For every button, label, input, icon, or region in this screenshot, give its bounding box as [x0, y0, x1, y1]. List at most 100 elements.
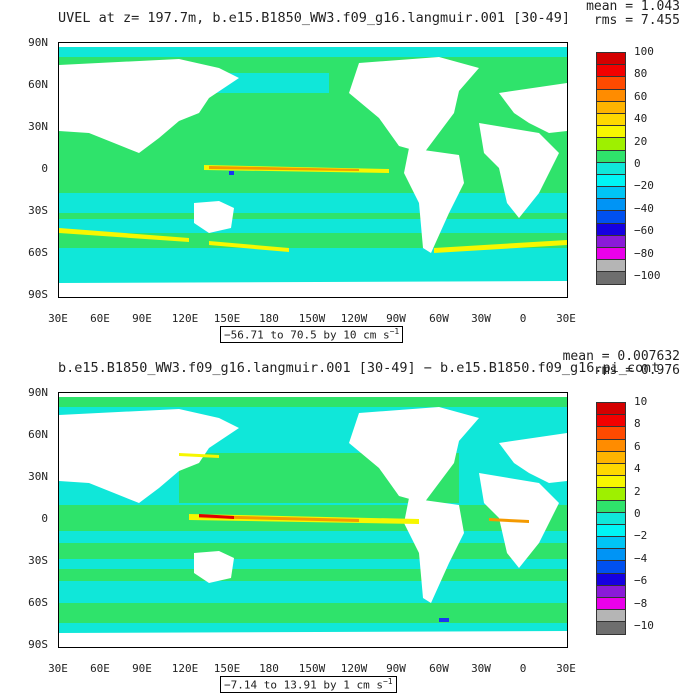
colorbar-label: 40 [634, 112, 648, 125]
colorbar-label: 60 [634, 90, 648, 103]
colorbar-label: −40 [634, 202, 654, 215]
colorbar-swatch [596, 76, 626, 89]
contour-range-label: −7.14 to 13.91 by 1 cm s−1 [220, 676, 397, 693]
y-tick-label: 90S [28, 288, 48, 301]
colorbar-label: −2 [634, 529, 648, 542]
y-tick-label: 60S [28, 596, 48, 609]
x-tick-label: 180 [259, 312, 279, 325]
colorbar-swatch [596, 438, 626, 451]
x-tick-label: 120W [340, 312, 368, 325]
map-plot [58, 392, 568, 648]
colorbar-swatch [596, 536, 626, 549]
colorbar-label: −80 [634, 247, 654, 260]
y-tick-label: 30S [28, 554, 48, 567]
colorbar-swatch [596, 259, 626, 272]
colorbar-label: −8 [634, 597, 648, 610]
colorbar-swatch [596, 186, 626, 199]
colorbar-swatch [596, 100, 626, 113]
colorbar-swatch [596, 621, 626, 635]
colorbar-swatch [596, 597, 626, 610]
colorbar-label: −6 [634, 574, 648, 587]
y-tick-label: 90N [28, 36, 48, 49]
y-tick-label: 30N [28, 470, 48, 483]
x-tick-label: 30E [48, 662, 68, 675]
y-tick-label: 0 [41, 162, 48, 175]
colorbar-label: 100 [634, 45, 654, 58]
stats-readout: mean = 1.043 rms = 7.455 [586, 0, 680, 28]
x-tick-label: 30W [471, 662, 491, 675]
colorbar-label: −100 [634, 269, 661, 282]
plot-title: b.e15.B1850_WW3.f09_g16.langmuir.001 [30… [58, 360, 660, 376]
y-tick-label: 60N [28, 78, 48, 91]
x-tick-label: 30E [556, 312, 576, 325]
colorbar-swatch [596, 198, 626, 211]
x-tick-label: 60E [90, 312, 110, 325]
colorbar-swatch [596, 450, 626, 463]
colorbar-swatch [596, 137, 626, 150]
colorbar-swatch [596, 572, 626, 585]
x-tick-label: 0 [519, 662, 527, 675]
colorbar-swatch [596, 64, 626, 77]
colorbar-swatch [596, 234, 626, 247]
y-tick-label: 60S [28, 246, 48, 259]
colorbar-swatch [596, 523, 626, 537]
x-tick-label: 30E [556, 662, 576, 675]
colorbar-swatch [596, 402, 626, 415]
colorbar-swatch [596, 560, 626, 573]
x-tick-label: 60E [90, 662, 110, 675]
colorbar-swatch [596, 414, 626, 427]
x-tick-label: 120E [171, 662, 199, 675]
bottom-map-panel: b.e15.B1850_WW3.f09_g16.langmuir.001 [30… [0, 350, 700, 700]
contour-range-label: −56.71 to 70.5 by 10 cm s−1 [220, 326, 404, 343]
colorbar-label: 8 [634, 417, 641, 430]
colorbar-swatch [596, 609, 626, 622]
colorbar-swatch [596, 584, 626, 597]
colorbar-swatch [596, 161, 626, 174]
colorbar-swatch [596, 222, 626, 235]
x-tick-label: 150E [213, 312, 241, 325]
colorbar-label: 0 [634, 157, 641, 170]
colorbar-swatch [596, 548, 626, 561]
x-tick-label: 180 [259, 662, 279, 675]
colorbar-swatch [596, 52, 626, 65]
colorbar-label: 4 [634, 462, 641, 475]
colorbar-swatch [596, 511, 626, 524]
colorbar-label: 2 [634, 485, 641, 498]
x-tick-label: 150W [298, 662, 326, 675]
mean-value: mean = 0.007632 [562, 349, 680, 364]
x-tick-label: 60W [429, 662, 449, 675]
y-tick-label: 90N [28, 386, 48, 399]
x-tick-label: 60W [429, 312, 449, 325]
x-tick-label: 90W [386, 312, 406, 325]
colorbar-swatch [596, 247, 626, 260]
x-tick-label: 90E [132, 312, 152, 325]
mean-value: mean = 1.043 [586, 0, 680, 14]
colorbar-label: −4 [634, 552, 648, 565]
colorbar-swatch [596, 499, 626, 512]
y-tick-label: 30S [28, 204, 48, 217]
ocean-field-map [59, 43, 567, 297]
x-tick-label: 120W [340, 662, 368, 675]
rms-value: rms = 7.455 [593, 13, 680, 28]
x-tick-label: 90E [132, 662, 152, 675]
x-tick-label: 120E [171, 312, 199, 325]
colorbar-swatch [596, 125, 626, 138]
colorbar-swatch [596, 149, 626, 162]
colorbar-swatch [596, 210, 626, 223]
x-tick-label: 30W [471, 312, 491, 325]
colorbar-swatch [596, 173, 626, 187]
colorbar-label: 10 [634, 395, 648, 408]
colorbar [596, 402, 626, 635]
colorbar-label: −20 [634, 179, 654, 192]
x-tick-label: 150E [213, 662, 241, 675]
colorbar-label: 0 [634, 507, 641, 520]
top-map-panel: UVEL at z= 197.7m, b.e15.B1850_WW3.f09_g… [28, 0, 680, 343]
ocean-difference-map [59, 393, 567, 647]
colorbar-swatch [596, 271, 626, 285]
plot-title: UVEL at z= 197.7m, b.e15.B1850_WW3.f09_g… [58, 10, 571, 26]
colorbar-label: −60 [634, 224, 654, 237]
y-tick-label: 90S [28, 638, 48, 651]
x-tick-label: 0 [519, 312, 527, 325]
colorbar-label: 20 [634, 135, 648, 148]
rms-value: rms = 0.976 [593, 363, 680, 378]
